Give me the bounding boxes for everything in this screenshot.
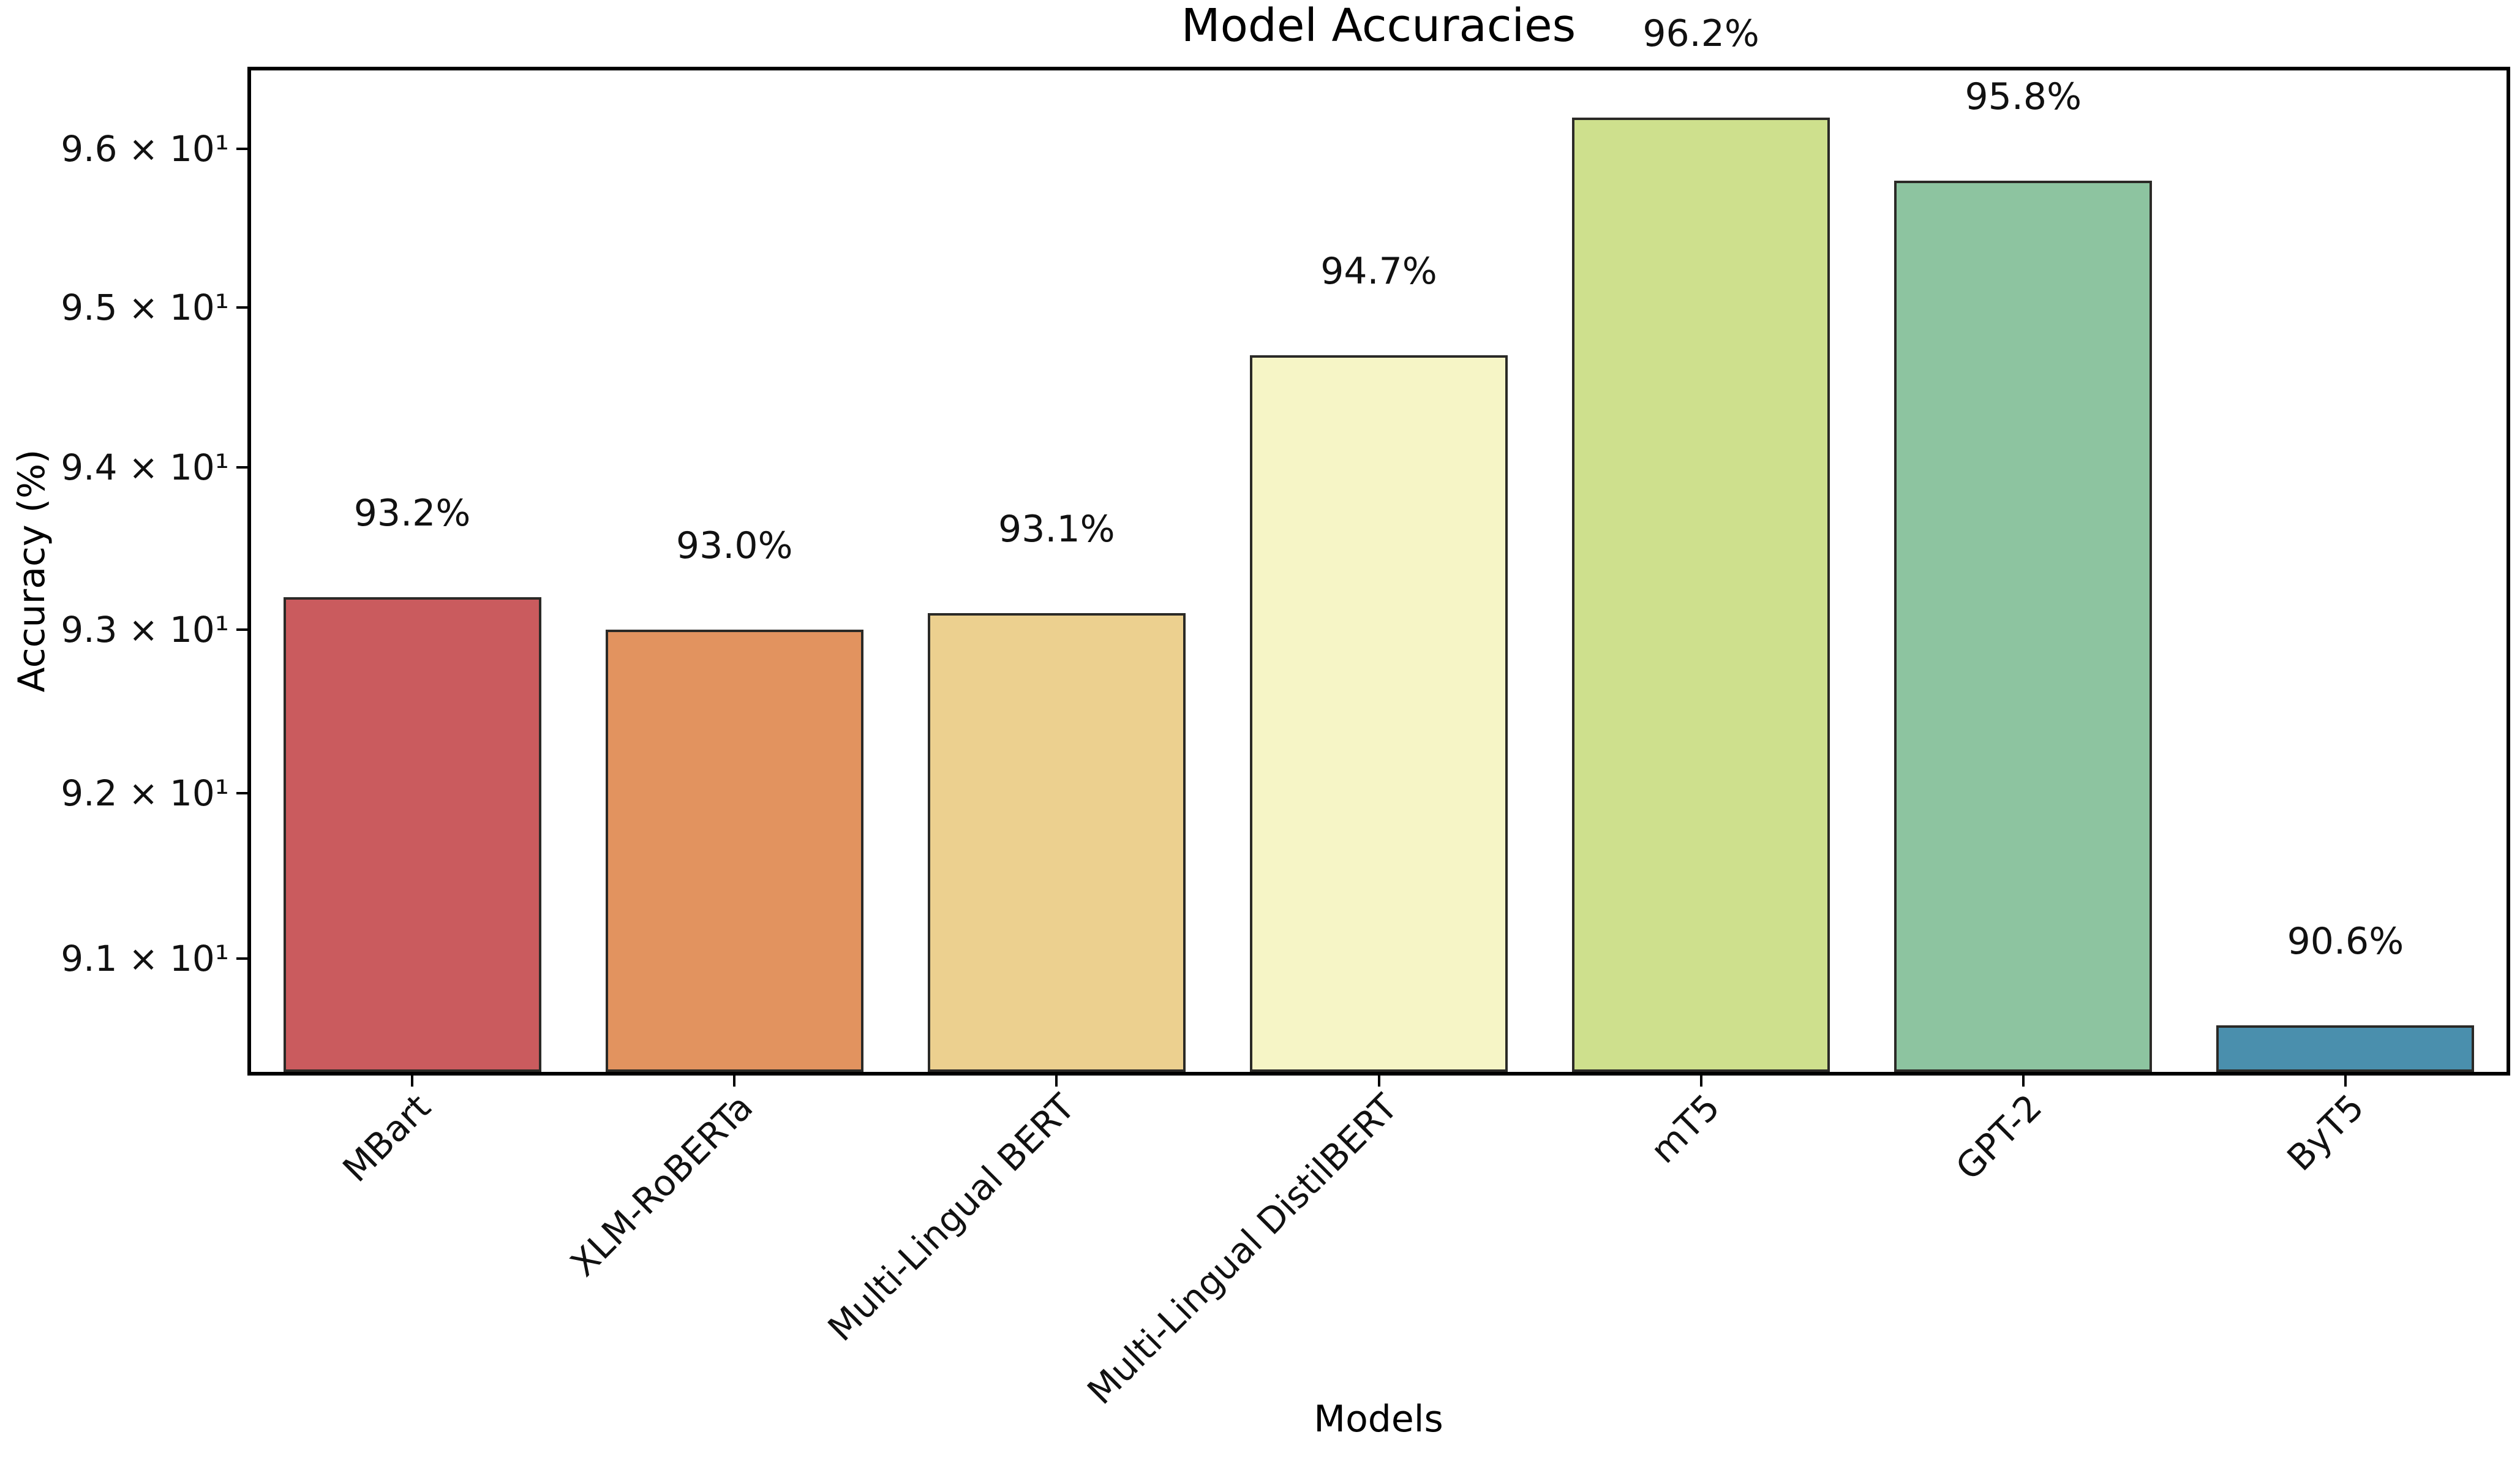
x-tick-label-gpt-2: GPT-2 — [1947, 1086, 2050, 1188]
y-tick-mark — [236, 628, 247, 631]
y-tick-label: 9.2 × 10¹ — [61, 772, 229, 814]
bar-value-label-xlm-roberta: 93.0% — [675, 524, 793, 567]
bar-gpt-2 — [1894, 180, 2153, 1072]
bar-mbart — [283, 597, 541, 1072]
x-tick-mark — [1377, 1076, 1380, 1087]
bar-value-label-multi-lingual-bert: 93.1% — [998, 508, 1115, 551]
bar-multi-lingual-distilbert — [1250, 355, 1508, 1072]
bar-byt5 — [2216, 1025, 2475, 1072]
plot-area — [247, 67, 2510, 1076]
y-tick-label: 9.4 × 10¹ — [61, 447, 229, 489]
bar-value-label-mt5: 96.2% — [1642, 12, 1759, 55]
y-tick-label: 9.5 × 10¹ — [61, 287, 229, 328]
x-axis-label: Models — [1314, 1398, 1443, 1441]
x-tick-label-multi-lingual-bert: Multi-Lingual BERT — [820, 1086, 1083, 1349]
bar-value-label-multi-lingual-distilbert: 94.7% — [1320, 250, 1437, 293]
x-tick-mark — [2022, 1076, 2025, 1087]
y-tick-label: 9.3 × 10¹ — [61, 608, 229, 650]
x-tick-mark — [1699, 1076, 1702, 1087]
bar-value-label-mbart: 93.2% — [353, 491, 471, 535]
x-tick-label-byt5: ByT5 — [2279, 1086, 2372, 1179]
y-tick-mark — [236, 791, 247, 794]
bar-value-label-byt5: 90.6% — [2287, 919, 2404, 963]
y-tick-mark — [236, 466, 247, 469]
y-tick-mark — [236, 306, 247, 309]
x-tick-mark — [733, 1076, 736, 1087]
y-tick-label: 9.6 × 10¹ — [61, 128, 229, 170]
x-tick-mark — [411, 1076, 414, 1087]
bar-mt5 — [1572, 117, 1830, 1072]
x-tick-mark — [1055, 1076, 1058, 1087]
y-tick-mark — [236, 148, 247, 151]
x-tick-label-mbart: MBart — [334, 1086, 439, 1190]
x-tick-label-multi-lingual-distilbert: Multi-Lingual DistilBERT — [1078, 1086, 1405, 1412]
bar-multi-lingual-bert — [927, 613, 1186, 1072]
chart-title: Model Accuracies — [1181, 0, 1576, 52]
x-tick-label-mt5: mT5 — [1642, 1086, 1728, 1172]
bar-xlm-roberta — [605, 629, 863, 1072]
x-tick-label-xlm-roberta: XLM-RoBERTa — [562, 1086, 761, 1285]
x-tick-mark — [2344, 1076, 2347, 1087]
y-tick-label: 9.1 × 10¹ — [61, 937, 229, 979]
bar-value-label-gpt-2: 95.8% — [1965, 75, 2082, 118]
y-tick-mark — [236, 957, 247, 960]
